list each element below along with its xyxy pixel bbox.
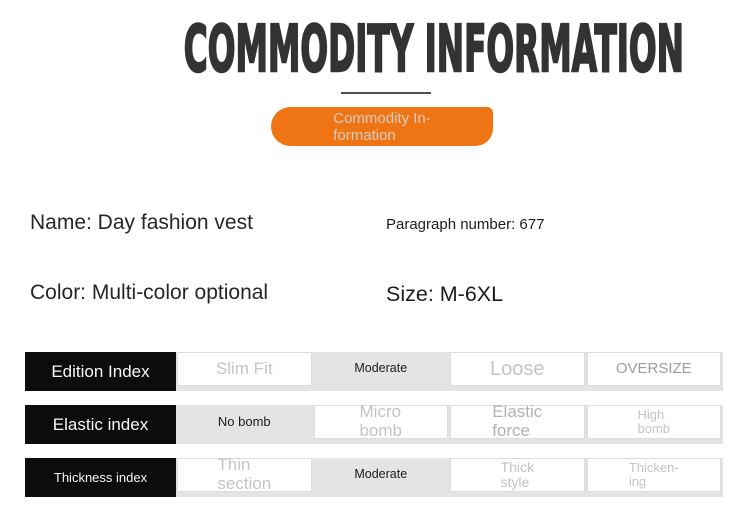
commodity-information-tab-label: Commodity In- formation <box>333 109 431 144</box>
option-moderate-selected: Moderate <box>314 458 449 492</box>
option-oversize: OVERSIZE <box>586 352 721 386</box>
option-label: Slim Fit <box>215 358 273 378</box>
option-loose: Loose <box>450 352 585 386</box>
product-size: Size: M-6XL <box>386 282 504 306</box>
option-label: Moderate <box>354 467 408 482</box>
table-row-thickness: Thickness index Thin section Moderate Th… <box>25 455 723 497</box>
option-thick-style: Thick style <box>450 458 585 492</box>
commodity-information-tab[interactable]: Commodity In- formation <box>271 107 493 146</box>
option-label: Loose <box>490 358 545 380</box>
option-micro-bomb: Micro bomb <box>313 402 448 440</box>
row-cells-elastic: No bomb Micro bomb Elastic force High bo… <box>176 402 723 444</box>
option-label: Thicken- ing <box>628 459 679 489</box>
option-label: No bomb <box>217 413 271 429</box>
row-label-elastic-index: Elastic index <box>25 405 176 444</box>
option-label: High bomb <box>637 406 671 436</box>
option-label: OVERSIZE <box>615 359 692 377</box>
option-label: Moderate <box>354 361 408 376</box>
product-name: Name: Day fashion vest <box>30 211 253 234</box>
row-label-edition-index: Edition Index <box>25 352 176 391</box>
option-label: Thick style <box>500 458 534 490</box>
option-high-bomb: High bomb <box>586 405 721 439</box>
option-slim-fit: Slim Fit <box>177 352 312 386</box>
option-no-bomb-selected: No bomb <box>177 405 312 439</box>
option-label: Micro bomb <box>359 402 403 440</box>
table-row-elastic: Elastic index No bomb Micro bomb Elastic… <box>25 402 723 444</box>
title-underline <box>341 92 431 94</box>
row-label-thickness-index: Thickness index <box>25 458 176 497</box>
row-cells-edition: Slim Fit Moderate Loose OVERSIZE <box>176 352 723 391</box>
row-cells-thickness: Thin section Moderate Thick style Thicke… <box>176 455 723 497</box>
option-thickening: Thicken- ing <box>586 458 721 492</box>
option-thin-section: Thin section <box>177 455 312 493</box>
option-elastic-force: Elastic force <box>450 402 585 440</box>
option-label: Elastic force <box>492 402 543 440</box>
table-row-edition: Edition Index Slim Fit Moderate Loose OV… <box>25 352 723 391</box>
option-label: Thin section <box>217 455 272 493</box>
option-moderate-selected: Moderate <box>314 352 449 386</box>
index-table: Edition Index Slim Fit Moderate Loose OV… <box>25 352 723 511</box>
product-paragraph-number: Paragraph number: 677 <box>386 216 545 233</box>
page-title: COMMODITY INFORMATION <box>183 13 685 87</box>
product-color: Color: Multi-color optional <box>30 281 269 304</box>
